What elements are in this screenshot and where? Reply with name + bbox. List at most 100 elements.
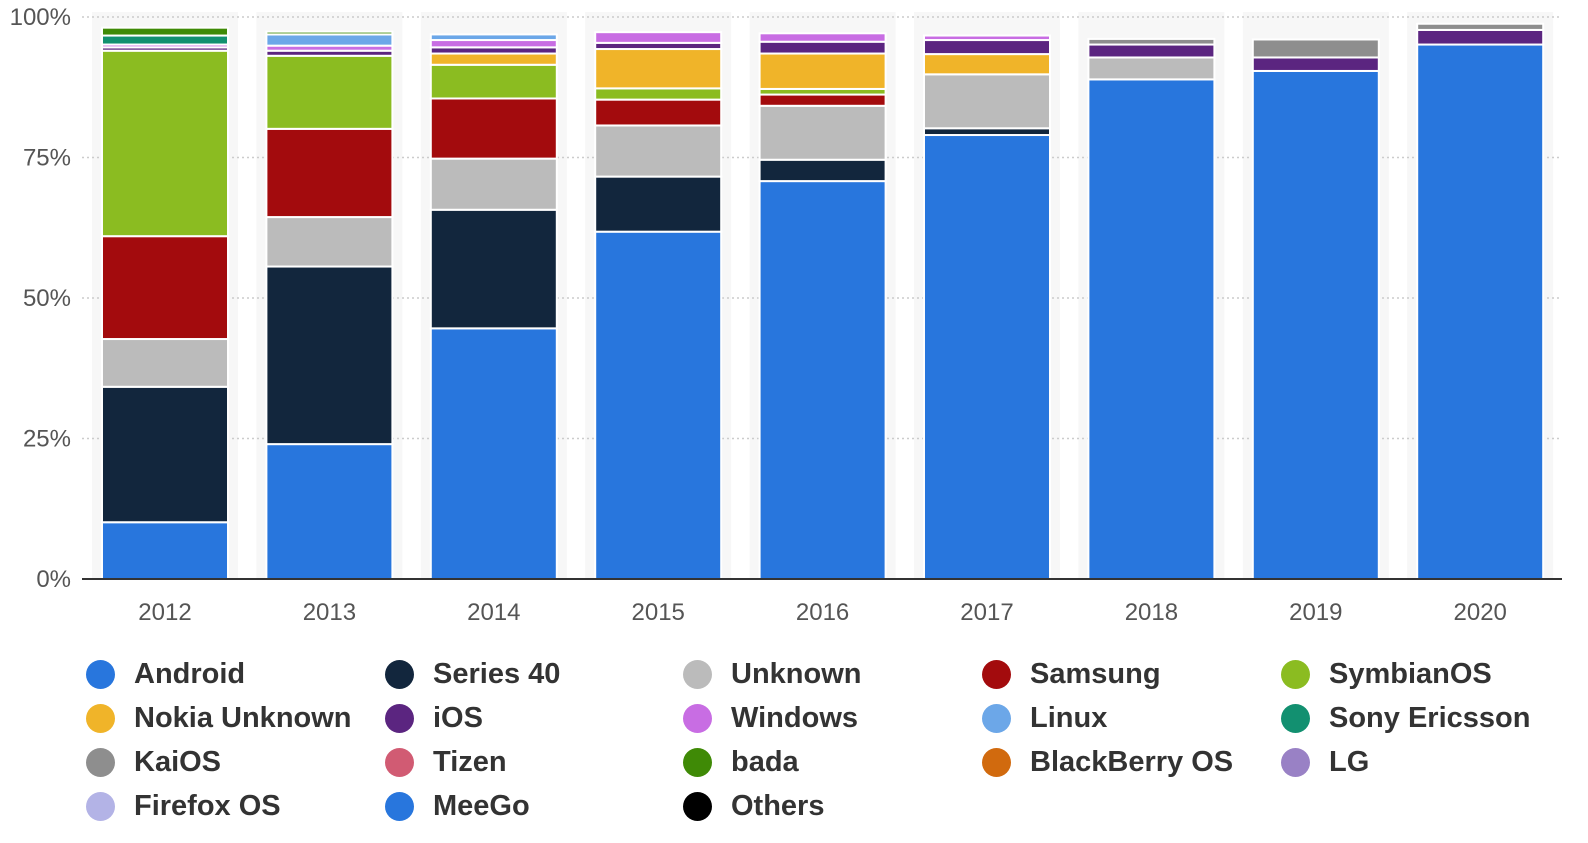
bar-segment-samsung[interactable] <box>594 98 723 127</box>
legend-label: Nokia Unknown <box>134 701 352 734</box>
bar-segment-unknown[interactable] <box>758 104 887 161</box>
bar-segment-series-40[interactable] <box>265 265 394 446</box>
bar-segment-nokia-unknown[interactable] <box>758 52 887 90</box>
bar-segment-nokia-unknown[interactable] <box>923 53 1051 76</box>
bar-segment-series-40[interactable] <box>101 385 229 524</box>
bar-segment-android[interactable] <box>429 327 558 580</box>
bar-segment-series-40[interactable] <box>923 127 1051 137</box>
legend-label: KaiOS <box>134 745 222 778</box>
bar-segment-android[interactable] <box>594 230 723 581</box>
bar-segment-unknown[interactable] <box>594 124 723 178</box>
bar-segment-symbianos[interactable] <box>594 87 723 101</box>
x-tick-label: 2012 <box>138 599 191 626</box>
bar-segment-android[interactable] <box>101 521 229 580</box>
bar-segment-ios[interactable] <box>758 40 887 55</box>
legend-item-series-40[interactable]: Series 40 <box>385 654 560 694</box>
legend-item-ios[interactable]: iOS <box>385 698 483 738</box>
bar-segment-samsung[interactable] <box>265 127 394 219</box>
x-tick-label: 2013 <box>303 599 356 626</box>
bar-segment-symbianos[interactable] <box>101 49 229 238</box>
bar-segment-bada[interactable] <box>101 26 229 37</box>
legend-label: BlackBerry OS <box>1030 745 1234 778</box>
legend-marker-icon <box>683 791 712 821</box>
y-tick-label: 75% <box>23 145 71 172</box>
legend-label: Sony Ericsson <box>1329 701 1531 734</box>
legend-label: Windows <box>731 701 859 734</box>
legend-item-unknown[interactable]: Unknown <box>683 654 862 694</box>
bar-segment-unknown[interactable] <box>101 338 229 388</box>
bar-segment-unknown[interactable] <box>1087 56 1216 81</box>
y-tick-label: 0% <box>36 566 71 593</box>
bar-segment-unknown[interactable] <box>265 216 394 268</box>
bar-segment-ios[interactable] <box>1087 43 1216 59</box>
legend-item-firefox-os[interactable]: Firefox OS <box>86 786 281 826</box>
bar-segment-android[interactable] <box>758 180 887 580</box>
bar-segment-ios[interactable] <box>923 39 1051 56</box>
bar-segment-windows[interactable] <box>429 39 558 49</box>
bar-segment-linux[interactable] <box>265 33 394 47</box>
legend-item-nokia-unknown[interactable]: Nokia Unknown <box>86 698 352 738</box>
legend-marker-icon <box>86 747 115 777</box>
legend-item-sony-ericsson[interactable]: Sony Ericsson <box>1281 698 1530 738</box>
bar-segment-series-40[interactable] <box>594 175 723 233</box>
bar-segment-android[interactable] <box>1251 69 1380 581</box>
bar-segment-series-40[interactable] <box>758 158 887 183</box>
y-axis-tick-labels: 0% 25% 50% 75% 100% <box>10 4 71 593</box>
legend-marker-icon <box>385 791 414 821</box>
legend-marker-icon <box>683 747 712 777</box>
legend-item-tizen[interactable]: Tizen <box>385 742 507 782</box>
legend-item-kaios[interactable]: KaiOS <box>86 742 221 782</box>
bar-segment-android[interactable] <box>1416 43 1545 580</box>
bar-segment-nokia-unknown[interactable] <box>429 52 558 66</box>
bar-segment-nokia-unknown[interactable] <box>594 48 723 90</box>
legend-label: Linux <box>1030 701 1108 734</box>
bar-segment-linux[interactable] <box>429 33 558 42</box>
bar-segment-kaios[interactable] <box>1251 38 1380 59</box>
legend-item-samsung[interactable]: Samsung <box>982 654 1161 694</box>
legend-item-windows[interactable]: Windows <box>683 698 858 738</box>
bar-segment-samsung[interactable] <box>758 93 887 107</box>
legend-item-meego[interactable]: MeeGo <box>385 786 530 826</box>
legend-item-android[interactable]: Android <box>86 654 245 694</box>
legend-marker-icon <box>982 659 1011 689</box>
bar-segment-bada[interactable] <box>265 30 394 36</box>
legend-marker-icon <box>683 659 712 689</box>
legend-label: SymbianOS <box>1329 657 1492 690</box>
stacked-bar-chart: 0% 25% 50% 75% 100% 2012 2013 2014 2015 2016 2017… <box>10 4 1562 626</box>
bar-segment-kaios[interactable] <box>1087 37 1216 46</box>
bar-segment-android[interactable] <box>265 443 394 580</box>
bar-segment-symbianos[interactable] <box>429 63 558 100</box>
bar-segment-ios[interactable] <box>1416 28 1545 46</box>
bar-segment-windows[interactable] <box>758 32 887 43</box>
legend-label: Unknown <box>731 657 862 690</box>
legend-item-bada[interactable]: bada <box>683 742 799 782</box>
bar-segment-series-40[interactable] <box>429 208 558 330</box>
legend-label: bada <box>731 745 799 778</box>
bar-segment-windows[interactable] <box>594 31 723 44</box>
bar-stacks <box>101 22 1545 581</box>
bar-segment-android[interactable] <box>923 134 1051 581</box>
bar-segment-unknown[interactable] <box>429 157 558 211</box>
legend-item-others[interactable]: Others <box>683 786 824 826</box>
legend-marker-icon <box>86 791 115 821</box>
bar-segment-unknown[interactable] <box>923 73 1051 130</box>
bar-segment-symbianos[interactable] <box>265 54 394 130</box>
legend-item-symbianos[interactable]: SymbianOS <box>1281 654 1492 694</box>
legend-item-blackberry-os[interactable]: BlackBerry OS <box>982 742 1233 782</box>
bar-segment-samsung[interactable] <box>429 97 558 160</box>
legend-label: Android <box>134 657 246 690</box>
x-tick-label: 2015 <box>632 599 685 626</box>
legend-item-linux[interactable]: Linux <box>982 698 1107 738</box>
bar-segment-samsung[interactable] <box>101 235 229 341</box>
chart-legend: Android Series 40 Unknown Samsung SymbianOS N… <box>0 640 1588 840</box>
legend-item-lg[interactable]: LG <box>1281 742 1369 782</box>
legend-marker-icon <box>86 659 115 689</box>
bar-segment-ios[interactable] <box>1251 56 1380 72</box>
legend-label: Tizen <box>433 745 507 778</box>
bar-segment-windows[interactable] <box>923 34 1051 42</box>
bar-segment-android[interactable] <box>1087 78 1216 581</box>
bar-segment-kaios[interactable] <box>1416 22 1545 31</box>
legend-marker-icon <box>1281 703 1310 733</box>
bar-segment-sony-ericsson[interactable] <box>101 34 229 46</box>
legend-label: Firefox OS <box>134 789 281 822</box>
